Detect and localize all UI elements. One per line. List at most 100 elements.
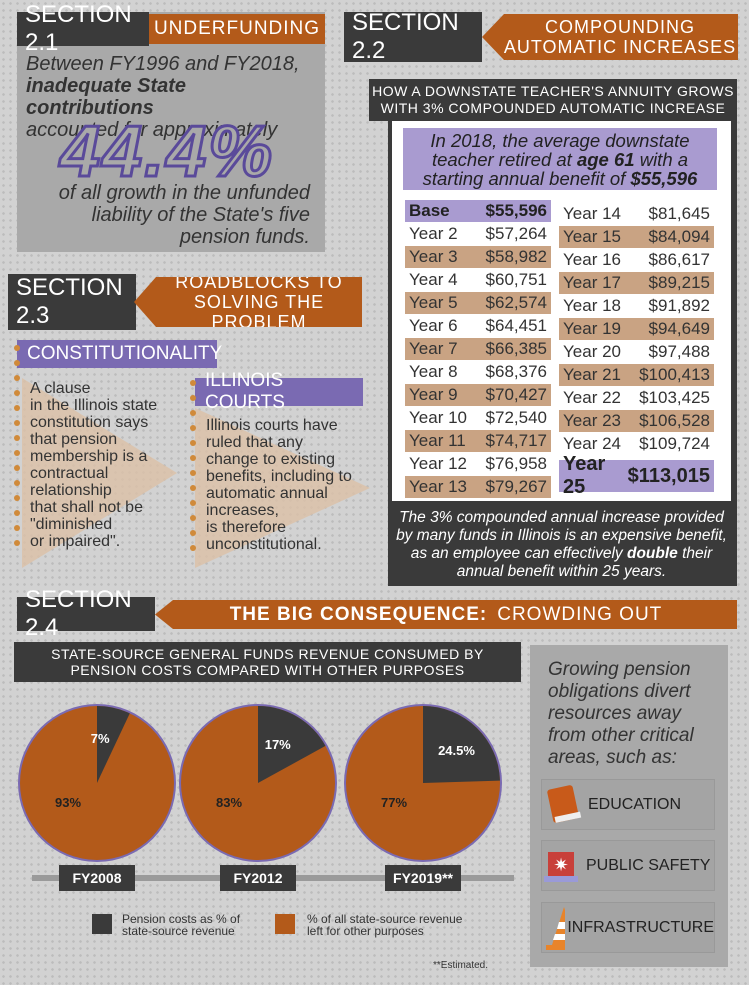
fy-pill: FY2008	[59, 865, 135, 891]
table-row: Year 19 $94,649	[559, 318, 714, 340]
table-row: Year 12 $76,958	[405, 453, 551, 475]
legend-other-text: % of all state-source revenue left for o…	[307, 913, 462, 937]
row-year: Year 6	[409, 316, 458, 335]
c1-line: in the Illinois state	[30, 397, 158, 414]
section-2-1-label: SECTION 2.1	[17, 1, 149, 56]
chart-title-line2: PENSION COSTS COMPARED WITH OTHER PURPOS…	[70, 662, 465, 678]
row-year: Year 5	[409, 293, 458, 312]
section-2-2-banner: COMPOUNDING AUTOMATIC INCREASES	[482, 14, 738, 60]
chart-title: STATE-SOURCE GENERAL FUNDS REVENUE CONSU…	[14, 642, 521, 682]
s22-hl2b: age 61	[576, 149, 635, 170]
side-line: Growing pension	[548, 659, 691, 680]
row-value: $86,617	[648, 250, 710, 269]
s22-hl3: starting annual benefit of $55,596	[403, 169, 717, 188]
row-year: Year 17	[563, 273, 621, 292]
section-2-4-banner: THE BIG CONSEQUENCE: CROWDING OUT	[155, 600, 737, 629]
c1-line: "diminished	[30, 516, 113, 533]
table-row: Year 16 $86,617	[559, 249, 714, 271]
legend2b: left for other purposes	[307, 924, 424, 938]
c2-line: unconstitutional.	[206, 536, 322, 553]
row-year: Year 18	[563, 296, 621, 315]
area-education: EDUCATION	[541, 779, 715, 830]
section-2-1-banner: UNDERFUNDING	[149, 14, 325, 44]
row-year: Year 13	[409, 477, 467, 496]
chevron-arrow-right	[195, 408, 370, 568]
legend-pension-text: Pension costs as % of state-source reven…	[122, 913, 240, 937]
c1-line: constitution says	[30, 414, 149, 431]
side-line: from other critical	[548, 725, 694, 746]
s22-banner-line2: AUTOMATIC INCREASES	[503, 37, 737, 57]
table-row: Year 23 $106,528	[559, 410, 714, 432]
row-year: Year 2	[409, 224, 458, 243]
s22-hl2a: teacher retired at	[431, 149, 577, 170]
tag-illinois-courts: ILLINOIS COURTS	[195, 370, 363, 413]
table-row: Year 11 $74,717	[405, 430, 551, 452]
c1-line: that pension	[30, 431, 118, 448]
row-value: $106,528	[639, 411, 710, 430]
s22-foot1: The 3% compounded annual increase provid…	[399, 509, 724, 526]
s22-hl2: teacher retired at age 61 with a	[403, 150, 717, 169]
s21-tail: of all growth in the unfunded liability …	[20, 182, 310, 248]
s22-foot4: annual benefit within 25 years.	[456, 563, 667, 580]
year25-label: Year 25	[563, 453, 606, 498]
row-year: Year 23	[563, 411, 621, 430]
s21-intro: Between FY1996 and FY2018, inadequate St…	[26, 53, 316, 141]
row-year: Year 22	[563, 388, 621, 407]
table-row: Year 15 $84,094	[559, 226, 714, 248]
areas-intro: Growing pension obligations divert resou…	[548, 659, 723, 769]
area-infrastructure-label: INFRASTRUCTURE	[567, 918, 714, 936]
row-value: $81,645	[648, 204, 710, 223]
s22-sub1: HOW A DOWNSTATE TEACHER'S ANNUITY GROWS	[372, 83, 734, 99]
table-row: Year 17 $89,215	[559, 272, 714, 294]
footnote: **Estimated.	[433, 960, 489, 971]
legend1a: Pension costs as % of	[122, 912, 241, 926]
table-row: Year 7 $66,385	[405, 338, 551, 360]
s23-banner-line2: SOLVING THE PROBLEM	[193, 292, 325, 332]
s22-hl3b: $55,596	[630, 168, 698, 189]
pie-charts	[18, 704, 502, 862]
table-row: Year 8 $68,376	[405, 361, 551, 383]
row-year: Year 8	[409, 362, 458, 381]
section-2-3-label: SECTION 2.3	[8, 274, 136, 330]
area-infrastructure: INFRASTRUCTURE	[541, 902, 715, 953]
side-line: resources away	[548, 703, 682, 724]
row-value: $57,264	[485, 224, 547, 243]
year25-value: $113,015	[627, 464, 710, 487]
s21-line1: Between FY1996 and FY2018,	[26, 53, 300, 75]
s22-banner-line1: COMPOUNDING	[545, 17, 695, 37]
pie-slice-pension	[258, 706, 326, 783]
row-year: Base	[409, 201, 450, 220]
s22-sub2: WITH 3% COMPOUNDED AUTOMATIC INCREASE	[380, 100, 726, 116]
row-year: Year 19	[563, 319, 621, 338]
table-row: Year 20 $97,488	[559, 341, 714, 363]
pie-label-other: 77%	[381, 795, 408, 810]
row-year: Year 15	[563, 227, 621, 246]
year25-row: Year 25 $113,015	[559, 453, 714, 498]
pie-label-pension: 24.5%	[438, 742, 475, 758]
s22-footer: The 3% compounded annual increase provid…	[392, 509, 731, 581]
constitutionality-text: A clause in the Illinois state constitut…	[30, 380, 200, 550]
area-public-safety-label: PUBLIC SAFETY	[586, 856, 711, 874]
section-2-3-banner: ROADBLOCKS TO SOLVING THE PROBLEM	[134, 277, 362, 327]
s22-hl1: In 2018, the average downstate	[430, 130, 690, 151]
row-year: Year 21	[563, 365, 621, 384]
pie-slice-pension	[97, 706, 130, 783]
s24-banner-bold: THE BIG CONSEQUENCE:	[229, 603, 488, 625]
dots-right	[190, 380, 196, 560]
pie-label-other: 93%	[55, 795, 82, 810]
s22-foot2: by many funds in Illinois is an expensiv…	[396, 527, 727, 544]
s22-foot3b: double	[626, 545, 678, 562]
side-line: obligations divert	[548, 681, 691, 702]
c2-line: is therefore	[206, 519, 287, 536]
c1-line: A clause	[30, 380, 91, 397]
row-year: Year 10	[409, 408, 467, 427]
s21-tail3: pension funds.	[179, 226, 310, 248]
table-row: Year 22 $103,425	[559, 387, 714, 409]
pie-slice-pension	[423, 706, 500, 783]
chart-title-line1: STATE-SOURCE GENERAL FUNDS REVENUE CONSU…	[51, 646, 484, 662]
row-value: $94,649	[648, 319, 710, 338]
row-value: $103,425	[639, 388, 710, 407]
legend-pension-swatch	[92, 914, 112, 934]
row-value: $72,540	[485, 408, 547, 427]
table-row: Year 10 $72,540	[405, 407, 551, 429]
